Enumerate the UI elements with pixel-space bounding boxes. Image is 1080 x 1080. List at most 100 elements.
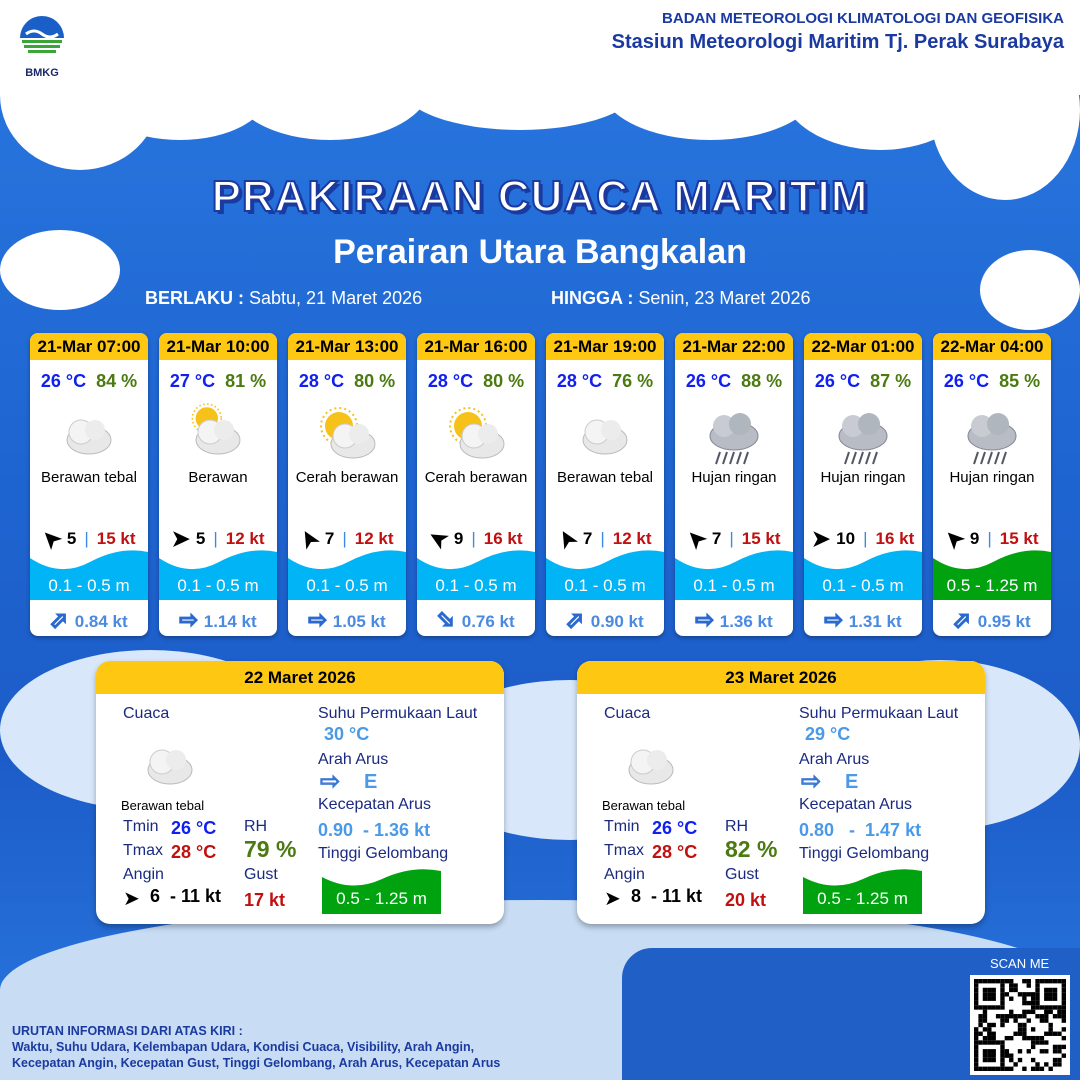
gust-speed: 12 kt <box>612 529 652 548</box>
weather-condition: Berawan tebal <box>557 469 653 486</box>
temp-rh-row: 26 °C 84 % <box>30 371 148 392</box>
wind-speed: 9 <box>453 529 464 548</box>
temp-rh-row: 27 °C 81 % <box>159 371 277 392</box>
divider: | <box>471 529 476 548</box>
wave-height-label: Tinggi Gelombang <box>318 845 449 862</box>
weather-condition: Berawan <box>188 469 248 486</box>
wave-height: 0.5 - 1.25 m <box>946 576 1038 595</box>
tmin-label: Tmin <box>604 818 640 835</box>
light-rain-icon <box>838 413 888 465</box>
wave-height-band: 0.5 - 1.25 m <box>322 867 441 914</box>
weather-icon-wrap <box>804 398 922 466</box>
gust-value: 20 kt <box>725 890 767 910</box>
current-direction-icon: ⇨ <box>43 604 75 636</box>
current-speed-label: Kecepatan Arus <box>318 796 431 813</box>
wave-height-band: 0.1 - 0.5 m <box>288 548 406 600</box>
temp-rh-row: 26 °C 87 % <box>804 371 922 392</box>
wind-range: 6 - 11 kt <box>150 886 222 906</box>
humidity: 88 % <box>741 371 783 391</box>
air-temperature: 26 °C <box>685 371 732 391</box>
divider: | <box>84 529 89 548</box>
summary-date: 23 Maret 2026 <box>577 661 985 694</box>
weather-condition: Hujan ringan <box>820 469 906 486</box>
air-temperature: 28 °C <box>556 371 603 391</box>
air-temperature: 27 °C <box>169 371 216 391</box>
current-row: ⇨ 1.36 kt <box>675 607 793 633</box>
wave-height-band: 0.1 - 0.5 m <box>30 548 148 600</box>
wave-height: 0.1 - 0.5 m <box>822 576 904 595</box>
wind-speed: 7 <box>324 529 335 548</box>
footer-line: Waktu, Suhu Udara, Kelembapan Udara, Kon… <box>12 1040 475 1054</box>
qr-code-icon <box>974 979 1066 1071</box>
forecast-time: 21-Mar 19:00 <box>546 333 664 360</box>
tmax-value: 28 °C <box>652 842 698 862</box>
wave-height: 0.1 - 0.5 m <box>48 576 130 595</box>
cloudy-icon <box>628 749 674 785</box>
temp-rh-row: 26 °C 85 % <box>933 371 1051 392</box>
wave-height: 0.1 - 0.5 m <box>693 576 775 595</box>
wind-speed: 10 <box>836 529 856 548</box>
current-row: ⇨0.90 kt <box>546 604 664 636</box>
current-speed: 1.05 kt <box>332 612 386 631</box>
forecast-card: 21-Mar 13:00 28 °C 80 % Cerah berawan ➤ 7… <box>288 333 406 636</box>
cloudy-icon <box>582 419 628 455</box>
tmin-label: Tmin <box>123 818 159 835</box>
forecast-time: 21-Mar 10:00 <box>159 333 277 360</box>
forecast-card: 21-Mar 19:00 28 °C 76 % Berawan tebal ➤ 7… <box>546 333 664 636</box>
divider: | <box>863 529 868 548</box>
current-row: ⇨ 1.05 kt <box>288 607 406 633</box>
cloud-decor <box>0 230 120 310</box>
current-direction-icon: ⇨ <box>319 768 341 796</box>
valid-to-date: Senin, 23 Maret 2026 <box>638 288 811 308</box>
current-direction-label: Arah Arus <box>318 751 389 768</box>
summary-date: 22 Maret 2026 <box>96 661 504 694</box>
wave-height: 0.1 - 0.5 m <box>564 576 646 595</box>
wave-icon <box>30 550 148 600</box>
wind-direction-icon: ➤ <box>123 888 140 910</box>
weather-label: Cuaca <box>604 705 651 722</box>
rh-value: 79 % <box>244 836 297 862</box>
gust-speed: 15 kt <box>999 529 1039 548</box>
daily-summary-card: 23 Maret 2026 Cuaca Berawan tebal Tmin 26… <box>577 661 985 924</box>
current-direction-value: E <box>364 771 378 793</box>
divider: | <box>729 529 734 548</box>
weather-label: Cuaca <box>123 705 170 722</box>
light-rain-icon <box>709 413 759 465</box>
wind-speed: 5 <box>66 529 77 548</box>
wind-range: 8 - 11 kt <box>631 886 703 906</box>
gust-label: Gust <box>244 866 278 883</box>
current-direction-icon: ⇨ <box>179 607 198 633</box>
wave-icon <box>322 869 441 914</box>
wave-icon <box>159 550 277 600</box>
wave-icon <box>804 550 922 600</box>
bmkg-logo: BMKG <box>16 12 68 79</box>
sunny-cloudy-icon <box>449 407 505 459</box>
humidity: 80 % <box>354 371 396 391</box>
qr-code[interactable] <box>970 975 1070 1075</box>
divider: | <box>213 529 218 548</box>
divider: | <box>600 529 605 548</box>
air-temperature: 26 °C <box>40 371 87 391</box>
wave-height-band: 0.1 - 0.5 m <box>159 548 277 600</box>
current-direction-label: Arah Arus <box>799 751 870 768</box>
gust-speed: 15 kt <box>741 529 781 548</box>
wave-height-band: 0.1 - 0.5 m <box>804 548 922 600</box>
wave-height-band: 0.1 - 0.5 m <box>546 548 664 600</box>
valid-from-date: Sabtu, 21 Maret 2026 <box>249 288 423 308</box>
current-direction-icon: ⇨ <box>824 607 843 633</box>
weather-icon-wrap <box>417 398 535 466</box>
current-speed: 0.90 kt <box>590 612 644 631</box>
sst-label: Suhu Permukaan Laut <box>318 705 478 722</box>
current-speed-value: 0.90 - 1.36 kt <box>318 820 431 840</box>
forecast-card: 21-Mar 10:00 27 °C 81 % Berawan ➤ 5 | 12 kt… <box>159 333 277 636</box>
page-title: PRAKIRAAN CUACA MARITIM <box>211 171 869 222</box>
tmax-value: 28 °C <box>171 842 217 862</box>
station-name: Stasiun Meteorologi Maritim Tj. Perak Su… <box>611 31 1064 53</box>
wave-height-band: 0.5 - 1.25 m <box>933 548 1051 600</box>
humidity: 81 % <box>225 371 267 391</box>
wind-row: ➤ 9 | 15 kt <box>933 524 1051 555</box>
wind-label: Angin <box>123 866 164 883</box>
gust-speed: 12 kt <box>225 529 265 548</box>
humidity: 84 % <box>96 371 138 391</box>
current-speed-label: Kecepatan Arus <box>799 796 912 813</box>
